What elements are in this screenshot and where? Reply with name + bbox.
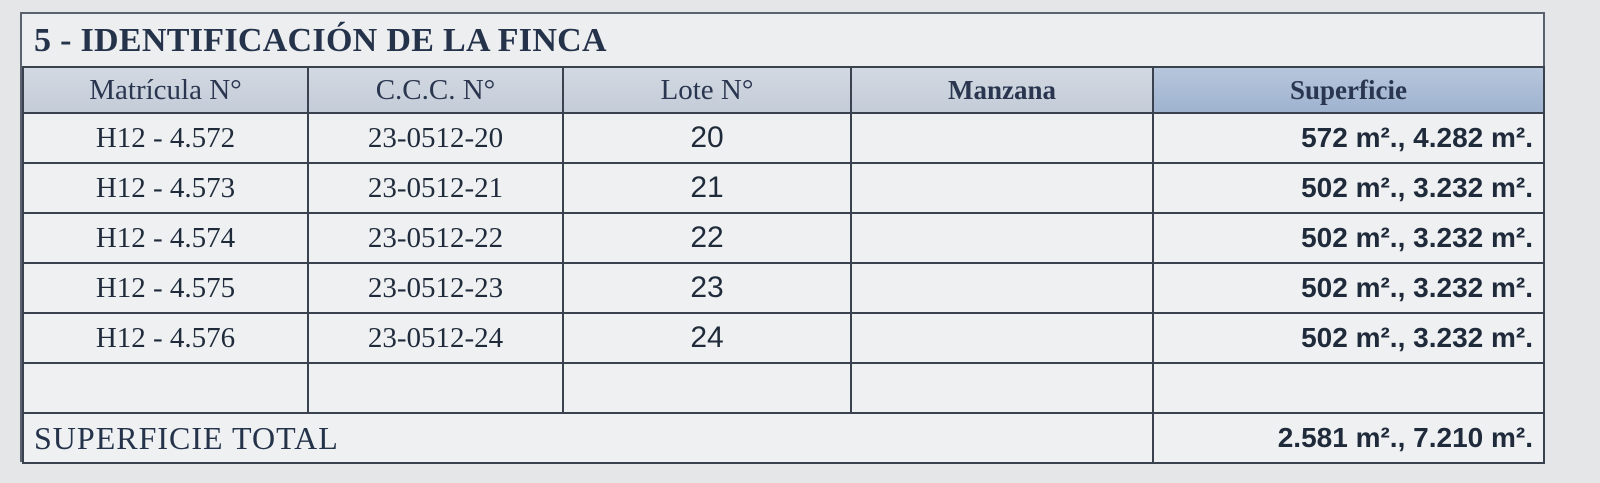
cell-manzana bbox=[850, 262, 1154, 314]
header-superficie: Superficie bbox=[1152, 66, 1545, 114]
section-title: 5 - IDENTIFICACIÓN DE LA FINCA bbox=[34, 22, 607, 59]
total-value: 2.581 m²., 7.210 m². bbox=[1152, 412, 1545, 464]
cell-ccc bbox=[307, 362, 564, 414]
cell-matricula: H12 - 4.576 bbox=[22, 312, 309, 364]
table-row: H12 - 4.576 23-0512-24 24 502 m²., 3.232 m²… bbox=[22, 312, 1545, 364]
header-manzana: Manzana bbox=[850, 66, 1154, 114]
cell-superficie: 502 m²., 3.232 m². bbox=[1152, 162, 1545, 214]
cell-superficie: 572 m²., 4.282 m². bbox=[1152, 112, 1545, 164]
cell-manzana bbox=[850, 362, 1154, 414]
cell-matricula: H12 - 4.572 bbox=[22, 112, 309, 164]
cell-lote: 24 bbox=[562, 312, 852, 364]
total-label: SUPERFICIE TOTAL bbox=[22, 412, 1154, 464]
total-row: SUPERFICIE TOTAL 2.581 m²., 7.210 m². bbox=[22, 412, 1545, 464]
cell-manzana bbox=[850, 312, 1154, 364]
finca-identification-form: 5 - IDENTIFICACIÓN DE LA FINCA Matrícula… bbox=[20, 12, 1545, 464]
cell-manzana bbox=[850, 112, 1154, 164]
cell-matricula: H12 - 4.575 bbox=[22, 262, 309, 314]
cell-ccc: 23-0512-23 bbox=[307, 262, 564, 314]
header-row: Matrícula N° C.C.C. N° Lote N° Manzana S… bbox=[22, 66, 1545, 114]
cell-ccc: 23-0512-21 bbox=[307, 162, 564, 214]
cell-manzana bbox=[850, 162, 1154, 214]
finca-table: Matrícula N° C.C.C. N° Lote N° Manzana S… bbox=[22, 66, 1545, 464]
cell-superficie: 502 m²., 3.232 m². bbox=[1152, 312, 1545, 364]
cell-ccc: 23-0512-22 bbox=[307, 212, 564, 264]
table-row: H12 - 4.573 23-0512-21 21 502 m²., 3.232 m²… bbox=[22, 162, 1545, 214]
cell-lote: 23 bbox=[562, 262, 852, 314]
cell-lote bbox=[562, 362, 852, 414]
cell-superficie: 502 m²., 3.232 m². bbox=[1152, 212, 1545, 264]
cell-ccc: 23-0512-20 bbox=[307, 112, 564, 164]
cell-matricula: H12 - 4.573 bbox=[22, 162, 309, 214]
header-lote: Lote N° bbox=[562, 66, 852, 114]
table-row bbox=[22, 362, 1545, 414]
cell-lote: 22 bbox=[562, 212, 852, 264]
header-ccc: C.C.C. N° bbox=[307, 66, 564, 114]
table-row: H12 - 4.572 23-0512-20 20 572 m²., 4.282 m²… bbox=[22, 112, 1545, 164]
table-row: H12 - 4.574 23-0512-22 22 502 m²., 3.232 m²… bbox=[22, 212, 1545, 264]
cell-superficie: 502 m²., 3.232 m². bbox=[1152, 262, 1545, 314]
cell-matricula: H12 - 4.574 bbox=[22, 212, 309, 264]
header-matricula: Matrícula N° bbox=[22, 66, 309, 114]
cell-lote: 20 bbox=[562, 112, 852, 164]
cell-matricula bbox=[22, 362, 309, 414]
cell-ccc: 23-0512-24 bbox=[307, 312, 564, 364]
cell-superficie bbox=[1152, 362, 1545, 414]
table-row: H12 - 4.575 23-0512-23 23 502 m²., 3.232 m²… bbox=[22, 262, 1545, 314]
cell-lote: 21 bbox=[562, 162, 852, 214]
cell-manzana bbox=[850, 212, 1154, 264]
